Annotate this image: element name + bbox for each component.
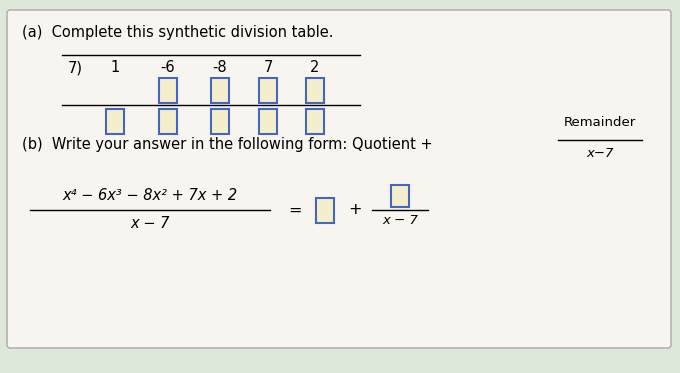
- Text: 7): 7): [68, 60, 83, 75]
- Text: Remainder: Remainder: [564, 116, 636, 129]
- Text: -6: -6: [160, 60, 175, 75]
- Bar: [259, 78, 277, 103]
- Bar: [159, 78, 177, 103]
- Bar: [306, 78, 324, 103]
- Bar: [211, 109, 229, 134]
- Text: =: =: [288, 203, 302, 217]
- Text: x − 7: x − 7: [382, 214, 418, 227]
- Text: 2: 2: [310, 60, 320, 75]
- Text: (b)  Write your answer in the following form: Quotient +: (b) Write your answer in the following f…: [22, 138, 432, 153]
- Text: x − 7: x − 7: [131, 216, 170, 232]
- Text: 1: 1: [110, 60, 120, 75]
- Bar: [391, 185, 409, 207]
- Bar: [316, 197, 334, 223]
- FancyBboxPatch shape: [7, 10, 671, 348]
- Text: +: +: [348, 203, 362, 217]
- Text: -8: -8: [213, 60, 227, 75]
- Bar: [159, 109, 177, 134]
- Bar: [106, 109, 124, 134]
- Text: x⁴ − 6x³ − 8x² + 7x + 2: x⁴ − 6x³ − 8x² + 7x + 2: [63, 188, 237, 204]
- Bar: [306, 109, 324, 134]
- Text: 7: 7: [263, 60, 273, 75]
- Text: x−7: x−7: [586, 147, 613, 160]
- Bar: [259, 109, 277, 134]
- Bar: [211, 78, 229, 103]
- Text: (a)  Complete this synthetic division table.: (a) Complete this synthetic division tab…: [22, 25, 333, 40]
